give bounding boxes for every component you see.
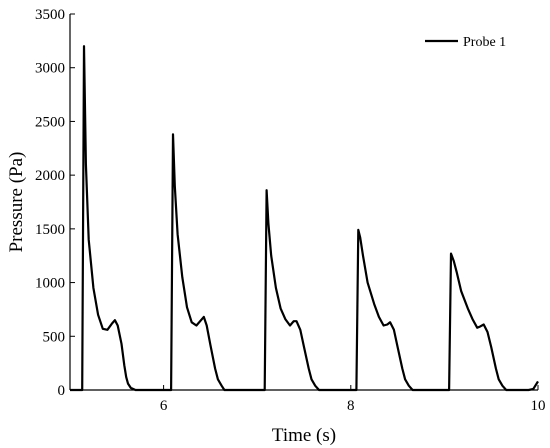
x-tick-label: 6 xyxy=(160,398,168,414)
series-line-1 xyxy=(70,45,539,392)
plot-frame xyxy=(69,14,538,391)
legend-label-probe-1: Probe 1 xyxy=(463,35,506,50)
series-layer xyxy=(70,45,539,392)
y-tick-label: 2500 xyxy=(35,114,65,130)
legend: Probe 1 xyxy=(425,35,506,50)
y-axis-title: Pressure (Pa) xyxy=(6,152,27,253)
x-axis-title: Time (s) xyxy=(272,425,336,446)
x-tick-label: 10 xyxy=(531,398,546,414)
y-tick-label: 500 xyxy=(43,329,66,345)
x-ticks: 6 8 10 xyxy=(160,385,546,414)
y-tick-label: 3500 xyxy=(35,7,65,23)
y-ticks: 0 500 1000 1500 2000 2500 3000 3500 xyxy=(35,7,75,399)
y-tick-label: 2000 xyxy=(35,168,65,184)
y-tick-label: 3000 xyxy=(35,61,65,77)
y-tick-label: 0 xyxy=(58,383,66,399)
y-tick-label: 1500 xyxy=(35,222,65,238)
x-tick-label: 8 xyxy=(347,398,355,414)
y-tick-label: 1000 xyxy=(35,276,65,292)
